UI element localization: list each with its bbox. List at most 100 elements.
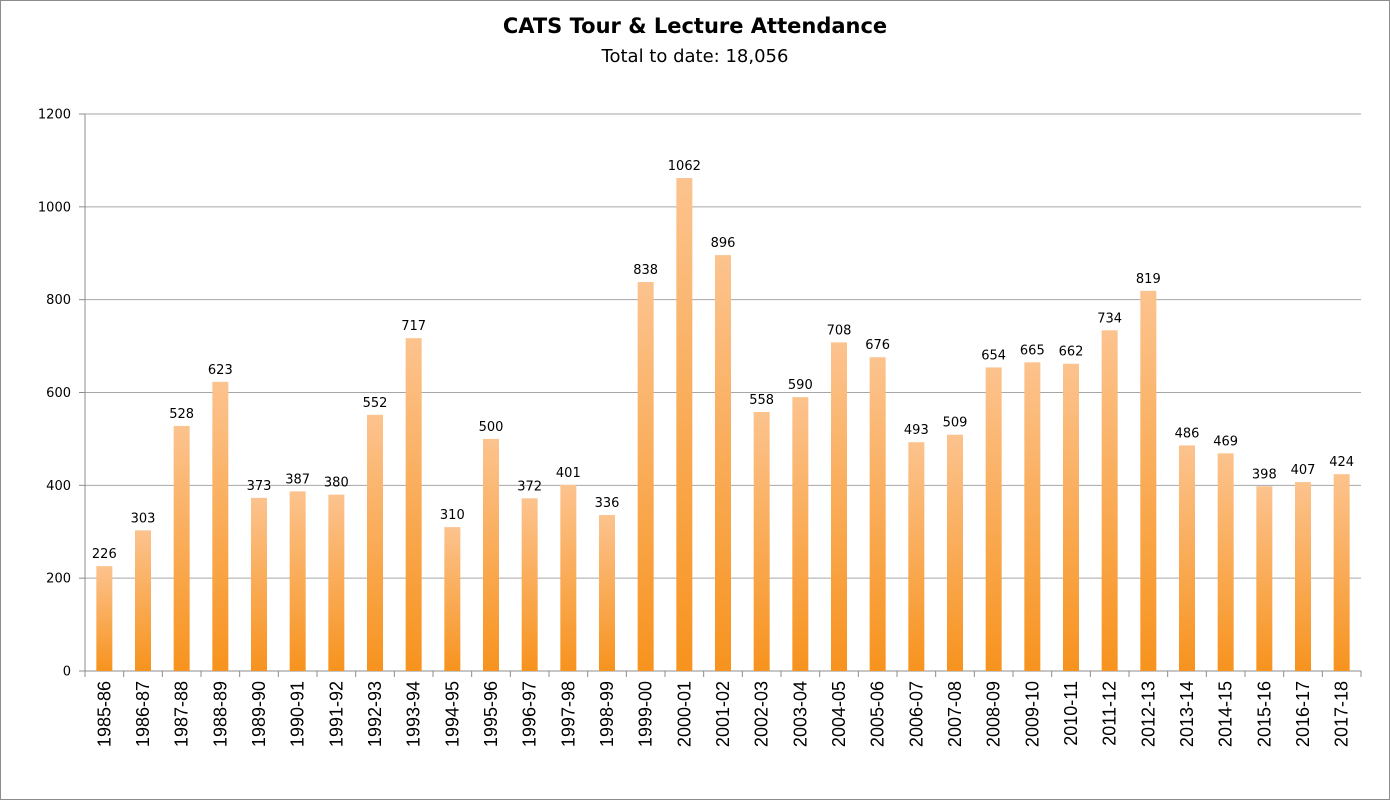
x-tick-label: 2016-17 [1293, 681, 1313, 747]
data-label: 734 [1097, 311, 1122, 326]
data-label: 486 [1175, 426, 1200, 441]
y-tick-label: 0 [63, 665, 71, 680]
bar [637, 282, 654, 671]
data-label: 336 [595, 496, 620, 511]
bar [444, 527, 461, 671]
chart-title: CATS Tour & Lecture Attendance [502, 14, 888, 38]
bars [96, 178, 1350, 671]
data-label: 558 [749, 393, 774, 408]
x-tick-label: 2003-04 [790, 681, 810, 747]
data-label: 676 [865, 338, 890, 353]
x-tick-label: 1999-00 [636, 681, 656, 747]
x-tick-label: 1989-90 [249, 681, 269, 747]
y-tick-label: 1200 [38, 108, 71, 123]
data-label: 373 [247, 479, 272, 494]
y-tick-label: 800 [46, 293, 71, 308]
x-tick-label: 2014-15 [1216, 681, 1236, 747]
data-label: 424 [1329, 455, 1354, 470]
x-tick-label: 1987-88 [172, 681, 192, 747]
bar [483, 438, 499, 671]
x-tick-label: 1998-99 [597, 681, 617, 747]
chart-subtitle: Total to date: 18,056 [601, 46, 789, 67]
x-tick-label: 2017-18 [1332, 681, 1352, 747]
bar [715, 255, 731, 671]
x-tick-label: 1997-98 [558, 681, 578, 747]
data-label: 372 [517, 479, 542, 494]
x-tick-label: 1986-87 [133, 681, 153, 747]
bar [869, 357, 886, 671]
data-label: 493 [904, 423, 929, 438]
x-tick-label: 1996-97 [520, 681, 540, 747]
bar [1024, 362, 1041, 671]
bar [676, 178, 693, 671]
data-label: 303 [131, 511, 156, 526]
x-tick-label: 2012-13 [1138, 681, 1158, 747]
bar [1295, 482, 1311, 671]
y-tick-label: 600 [46, 386, 71, 401]
x-tick-label: 2007-08 [945, 681, 965, 747]
bar [96, 566, 113, 671]
bar [173, 425, 190, 671]
data-label: 819 [1136, 272, 1161, 287]
bar [1256, 486, 1273, 671]
bar [753, 411, 770, 671]
x-tick-label: 2008-09 [984, 681, 1004, 747]
bar [831, 342, 847, 671]
x-tick-label: 2013-14 [1177, 681, 1197, 747]
data-label: 708 [827, 323, 852, 338]
bar [599, 515, 615, 671]
data-label: 590 [788, 378, 813, 393]
data-label: 401 [556, 466, 581, 481]
data-label: 500 [479, 420, 504, 435]
data-label: 838 [633, 263, 658, 278]
data-label: 226 [92, 547, 117, 562]
bar [947, 434, 963, 671]
x-tick-label: 1993-94 [404, 681, 424, 747]
bar [289, 491, 306, 671]
bar [908, 442, 925, 671]
bar [1063, 363, 1079, 671]
x-tick-label: 1991-92 [326, 681, 346, 747]
data-label: 387 [285, 472, 310, 487]
bar [1140, 290, 1157, 671]
x-tick-label: 2004-05 [829, 681, 849, 747]
x-tick-label: 1985-86 [94, 681, 114, 747]
labels: 0 200 400 600 800 1000 1200 226 1985-86 303 1986-8… [38, 108, 1354, 748]
data-label: 310 [440, 508, 465, 523]
bar [1179, 445, 1195, 671]
bar [212, 381, 229, 671]
data-label: 662 [1059, 345, 1084, 360]
x-tick-label: 2010-11 [1061, 681, 1081, 746]
x-tick-label: 2009-10 [1022, 681, 1042, 747]
bar [367, 414, 383, 671]
bar [135, 530, 151, 671]
data-label: 407 [1291, 463, 1316, 478]
y-tick-label: 1000 [38, 200, 71, 215]
x-tick-label: 1995-96 [481, 681, 501, 747]
bar [1101, 330, 1118, 671]
data-label: 896 [711, 236, 736, 251]
bar [328, 494, 345, 671]
x-tick-label: 2015-16 [1254, 681, 1274, 747]
x-tick-label: 2006-07 [906, 681, 926, 747]
x-tick-label: 2005-06 [868, 681, 888, 747]
x-tick-label: 1992-93 [365, 681, 385, 747]
bar [1333, 474, 1350, 671]
data-label: 469 [1213, 434, 1238, 449]
x-tick-label: 2002-03 [752, 681, 772, 747]
x-tick-label: 2001-02 [713, 681, 733, 747]
bar [251, 497, 267, 671]
bar [405, 338, 422, 671]
x-tick-label: 1994-95 [442, 681, 462, 747]
x-tick-label: 2011-12 [1100, 681, 1120, 746]
bar [521, 498, 538, 671]
data-label: 654 [981, 348, 1006, 363]
data-label: 528 [169, 407, 194, 422]
data-label: 509 [943, 416, 968, 431]
x-tick-label: 2000-01 [674, 681, 694, 747]
bar [792, 397, 809, 671]
data-label: 380 [324, 476, 349, 491]
data-label: 665 [1020, 343, 1045, 358]
